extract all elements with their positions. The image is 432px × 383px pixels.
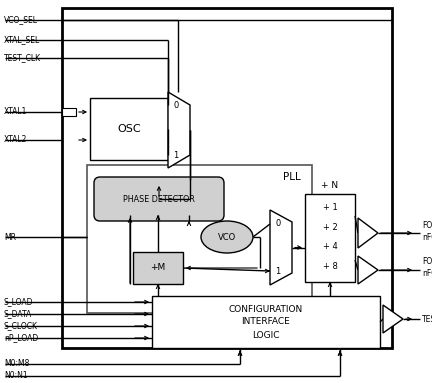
Bar — [87, 165, 312, 313]
Bar — [305, 194, 355, 282]
Text: LOGIC: LOGIC — [252, 331, 280, 339]
Polygon shape — [270, 210, 292, 285]
Text: nP_LOAD: nP_LOAD — [4, 334, 38, 342]
Text: PHASE DETECTOR: PHASE DETECTOR — [123, 195, 195, 203]
Text: PLL: PLL — [283, 172, 301, 182]
Text: + 2: + 2 — [323, 223, 337, 232]
Polygon shape — [358, 256, 378, 284]
Bar — [90, 98, 168, 160]
Ellipse shape — [201, 221, 253, 253]
Text: XTAL1: XTAL1 — [4, 108, 27, 116]
Text: VCO: VCO — [218, 232, 236, 242]
Polygon shape — [358, 218, 378, 248]
Text: N0:N1: N0:N1 — [4, 372, 28, 380]
Text: nFOUT0: nFOUT0 — [422, 232, 432, 242]
Text: M0:M8: M0:M8 — [4, 360, 29, 368]
Text: + 1: + 1 — [323, 203, 337, 212]
Text: VCO_SEL: VCO_SEL — [4, 15, 38, 25]
Text: INTERFACE: INTERFACE — [241, 318, 290, 326]
Text: OSC: OSC — [117, 124, 141, 134]
Text: + N: + N — [321, 182, 339, 190]
Text: nFOUT1: nFOUT1 — [422, 268, 432, 278]
Polygon shape — [168, 92, 190, 168]
Text: FOUT1: FOUT1 — [422, 257, 432, 267]
Text: MR: MR — [4, 232, 16, 242]
Bar — [62, 108, 76, 116]
Text: + 8: + 8 — [323, 262, 337, 271]
Text: TEST_CLK: TEST_CLK — [4, 54, 41, 62]
Text: FOUT0: FOUT0 — [422, 221, 432, 231]
Bar — [62, 8, 392, 348]
FancyBboxPatch shape — [94, 177, 224, 221]
Text: TEST: TEST — [422, 314, 432, 324]
Text: S_CLOCK: S_CLOCK — [4, 321, 38, 331]
Text: 1: 1 — [275, 267, 280, 275]
Text: XTAL_SEL: XTAL_SEL — [4, 36, 40, 44]
Text: XTAL2: XTAL2 — [4, 136, 27, 144]
Polygon shape — [383, 305, 403, 333]
Text: CONFIGURATION: CONFIGURATION — [229, 304, 303, 314]
Text: + 4: + 4 — [323, 242, 337, 251]
Text: S_DATA: S_DATA — [4, 309, 32, 319]
Bar — [152, 296, 380, 348]
Text: S_LOAD: S_LOAD — [4, 298, 34, 306]
Text: +M: +M — [150, 264, 165, 272]
Text: 0: 0 — [173, 100, 178, 110]
Text: 0: 0 — [275, 219, 280, 229]
Text: 1: 1 — [173, 151, 178, 159]
Bar — [133, 252, 183, 284]
